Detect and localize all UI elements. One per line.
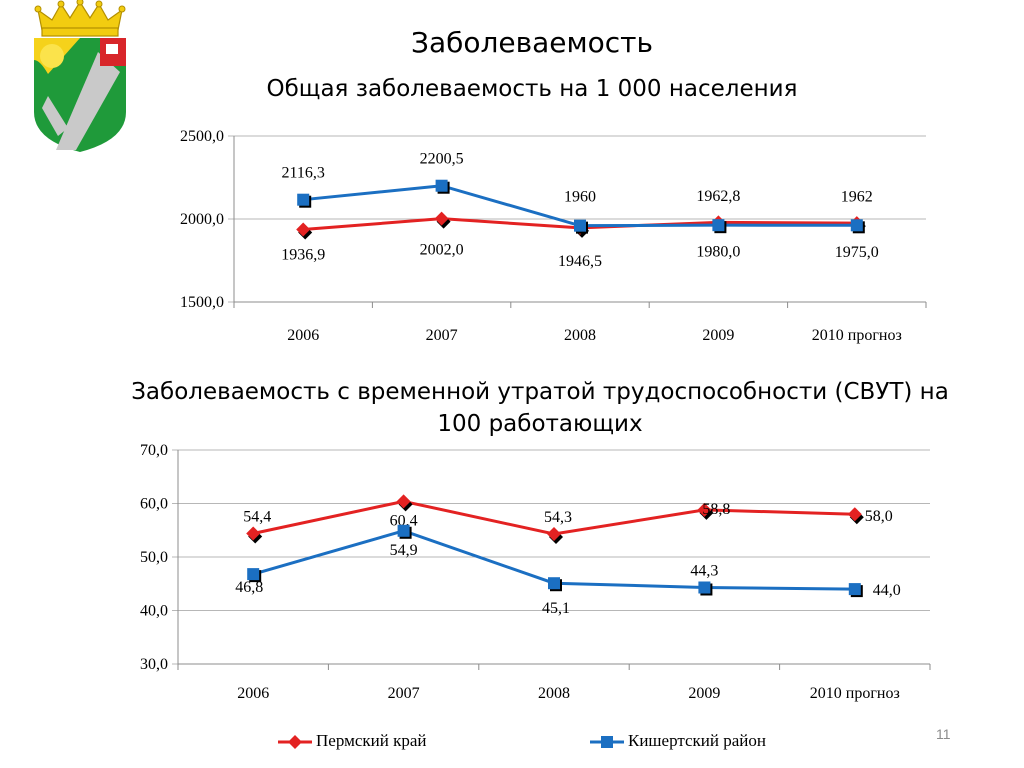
chart1-title: Общая заболеваемость на 1 000 населения: [266, 76, 798, 102]
marker-diamond-perm: [547, 526, 561, 541]
marker-diamond-perm: [296, 222, 311, 237]
data-label-perm: 1936,9: [281, 246, 325, 263]
marker-square-kishert: [435, 179, 448, 192]
marker-diamond-perm: [697, 502, 712, 517]
data-label-perm: 54,4: [243, 508, 271, 525]
legend-label-kishert: Кишертский район: [628, 731, 766, 750]
marker-diamond-perm: [847, 507, 862, 522]
x-tick-label: 2009: [702, 327, 734, 344]
marker-square-kishert: [247, 568, 260, 581]
data-label-perm: 54,3: [544, 509, 572, 526]
x-tick-label: 2008: [564, 327, 596, 344]
marker-square-kishert: [397, 524, 410, 537]
shield-icon: [34, 38, 126, 152]
marker-diamond-perm: [246, 526, 261, 541]
x-tick-label: 2009: [688, 685, 720, 702]
x-tick-label: 2006: [287, 327, 319, 344]
data-label-kishert: 44,0: [873, 582, 901, 599]
coat-of-arms-emblem: [34, 0, 126, 152]
y-tick-label: 40,0: [140, 603, 168, 620]
data-label-kishert: 44,3: [690, 562, 718, 579]
data-label-kishert: 1962: [841, 188, 873, 205]
x-tick-label: 2007: [426, 327, 458, 344]
marker-square-kishert: [297, 193, 310, 206]
data-label-kishert: 46,8: [235, 579, 263, 596]
marker-diamond-perm: [434, 211, 449, 226]
data-label-perm: 60,4: [390, 512, 418, 529]
y-tick-label: 30,0: [140, 656, 168, 673]
data-label-kishert: 1960: [564, 189, 596, 206]
legend-perm-diamond-icon: [278, 735, 312, 749]
y-tick-label: 1500,0: [180, 294, 224, 311]
legend-label-perm: Пермский край: [316, 731, 427, 750]
crown-icon: [34, 0, 126, 37]
data-label-perm: 58,0: [865, 508, 893, 525]
data-label-kishert: 45,1: [542, 600, 570, 617]
marker-square-kishert: [712, 219, 725, 232]
data-label-kishert: 1962,8: [696, 188, 740, 205]
y-tick-label: 2500,0: [180, 128, 224, 145]
marker-square-kishert: [848, 583, 861, 596]
y-tick-label: 60,0: [140, 496, 168, 513]
marker-diamond-perm: [396, 494, 411, 509]
y-tick-label: 50,0: [140, 549, 168, 566]
marker-square-kishert: [548, 577, 560, 590]
x-tick-label: 2010 прогноз: [812, 327, 902, 344]
marker-square-kishert: [698, 581, 711, 594]
slide-number: 11: [936, 726, 951, 742]
data-label-kishert: 2116,3: [281, 165, 324, 182]
legend-kishert-square-icon: [590, 736, 624, 748]
y-tick-label: 2000,0: [180, 211, 224, 228]
x-tick-label: 2006: [237, 685, 269, 702]
data-label-perm: 58,8: [702, 501, 730, 518]
x-tick-label: 2010 прогноз: [810, 685, 900, 702]
data-label-kishert: 54,9: [390, 542, 418, 559]
data-label-perm: 2002,0: [420, 242, 464, 259]
data-label-kishert: 2200,5: [420, 151, 464, 168]
data-label-perm: 1980,0: [696, 243, 740, 260]
y-tick-label: 70,0: [140, 442, 168, 459]
x-tick-label: 2008: [538, 685, 570, 702]
data-label-perm: 1946,5: [558, 253, 602, 270]
marker-square-kishert: [850, 219, 863, 232]
x-tick-label: 2007: [388, 685, 420, 702]
chart2-title: Заболеваемость с временной утратой трудо…: [131, 379, 949, 437]
data-label-perm: 1975,0: [835, 244, 879, 261]
marker-square-kishert: [574, 219, 586, 232]
page-title: Заболеваемость: [411, 26, 653, 59]
